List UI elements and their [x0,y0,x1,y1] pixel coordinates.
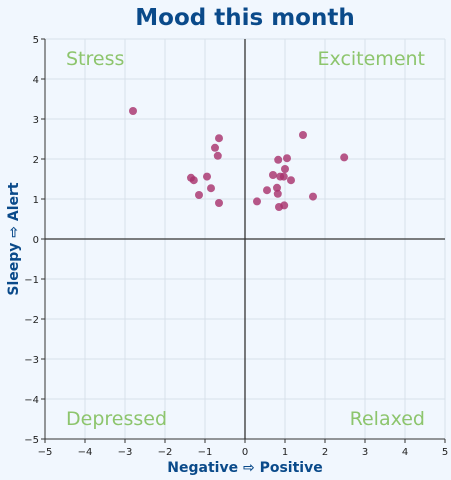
data-point [263,186,271,195]
data-point [215,134,223,143]
data-point [299,131,307,139]
data-point [283,154,291,163]
x-tick-label: −4 [78,447,93,458]
quadrant-label-depressed: Depressed [66,408,167,430]
data-point [215,199,223,207]
data-point [211,143,219,152]
x-tick-label: 3 [362,447,368,458]
quadrant-labels: Stress Excitement Depressed Relaxed [66,48,425,430]
y-tick-label: 2 [33,155,39,166]
data-point [273,189,282,198]
data-point [195,191,203,199]
x-tick-label: −3 [118,447,133,458]
y-tick-label: −5 [24,435,39,446]
data-point [189,176,198,185]
y-tick-label: 0 [33,235,39,246]
data-point [269,171,277,179]
y-axis-label: Sleepy ⇨ Alert [6,182,22,296]
data-point [207,184,215,193]
y-tick-label: −1 [24,275,39,286]
x-tick-label: 5 [442,447,448,458]
data-point [274,155,283,164]
x-tick-label: −2 [158,447,173,458]
axes [41,38,446,443]
data-point [309,192,317,201]
y-tick-label: 4 [33,75,39,86]
data-point [203,172,211,181]
x-tick-label: 2 [322,447,328,458]
data-point [287,176,295,185]
y-tick-label: 5 [33,35,39,46]
x-tick-label: 4 [402,447,408,458]
data-point [253,197,261,206]
chart-title: Mood this month [135,5,354,31]
data-point [340,153,349,162]
data-point [129,107,137,115]
data-point [280,201,289,210]
y-tick-label: −2 [24,315,39,326]
y-tick-label: −3 [24,355,39,366]
x-tick-label: 0 [242,447,248,458]
data-point [281,165,289,173]
quadrant-label-relaxed: Relaxed [350,408,425,430]
data-point [213,151,222,160]
x-axis-label: Negative ⇨ Positive [167,460,322,476]
x-tick-label: −5 [38,447,53,458]
y-tick-labels: −5 −4 −3 −2 −1 0 1 2 3 4 5 [24,35,39,446]
y-tick-label: 1 [33,195,39,206]
y-tick-label: −4 [24,395,39,406]
x-tick-label: 1 [282,447,288,458]
data-point [279,172,288,181]
x-tick-labels: −5 −4 −3 −2 −1 0 1 2 3 4 5 [38,447,449,458]
data-points [129,107,349,211]
y-tick-label: 3 [33,115,39,126]
x-tick-label: −1 [198,447,213,458]
quadrant-label-stress: Stress [66,48,124,70]
quadrant-label-excitement: Excitement [318,48,425,70]
data-point [273,183,281,192]
